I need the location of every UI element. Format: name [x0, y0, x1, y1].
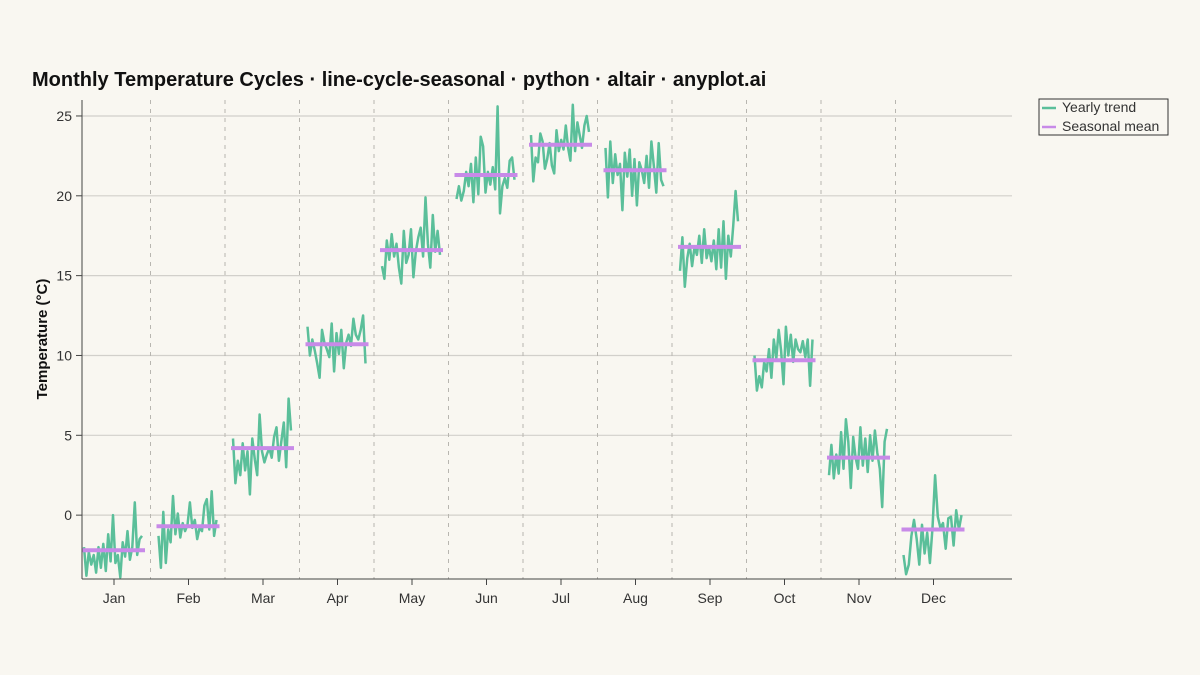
x-tick-label: Jul [552, 590, 570, 606]
trend-line-nov [827, 418, 889, 509]
y-tick-label: 20 [56, 188, 72, 204]
x-tick-label: Feb [176, 590, 200, 606]
axis-layer [81, 100, 1012, 580]
y-tick-label: 25 [56, 108, 72, 124]
x-tick-label: Mar [251, 590, 275, 606]
y-tick-label: 15 [56, 268, 72, 284]
legend-label-seasonal-mean: Seasonal mean [1062, 118, 1159, 134]
legend-label-yearly-trend: Yearly trend [1062, 99, 1136, 115]
y-ticks: 0 5 10 15 20 25 [56, 108, 82, 523]
trend-line-mar [231, 397, 293, 496]
x-tick-label: Nov [847, 590, 872, 606]
trend-line-aug [604, 140, 665, 212]
trend-line-apr [306, 314, 367, 380]
trend-line-feb [157, 489, 218, 570]
trend-line-jan [82, 501, 143, 579]
x-tick-label: May [399, 590, 425, 606]
x-tick-label: Dec [921, 590, 946, 606]
trend-line-dec [902, 473, 963, 576]
month-separators [150, 100, 896, 579]
x-tick-label: Aug [623, 590, 648, 606]
x-tick-label: Apr [327, 590, 349, 606]
chart-title: Monthly Temperature Cycles · line-cycle-… [32, 69, 766, 91]
trend-line-jun [455, 105, 516, 215]
x-tick-label: Jan [103, 590, 126, 606]
y-tick-label: 5 [64, 427, 72, 443]
legend-box [1038, 98, 1169, 136]
trend-line-sep [678, 189, 740, 289]
trend-line-may [380, 196, 442, 285]
x-tick-label: Jun [475, 590, 498, 606]
legend: Yearly trend Seasonal mean [1038, 98, 1169, 136]
x-tick-label: Sep [698, 590, 723, 606]
x-ticks: Jan Feb Mar Apr May Jun Jul Aug Sep Oct Nov Dec [103, 579, 946, 606]
grid-layer [82, 115, 1012, 516]
y-tick-label: 10 [56, 347, 72, 363]
y-axis-label: Temperature (°C) [34, 279, 51, 400]
series-layer [82, 103, 965, 579]
x-tick-label: Oct [774, 590, 796, 606]
y-tick-label: 0 [64, 507, 72, 523]
